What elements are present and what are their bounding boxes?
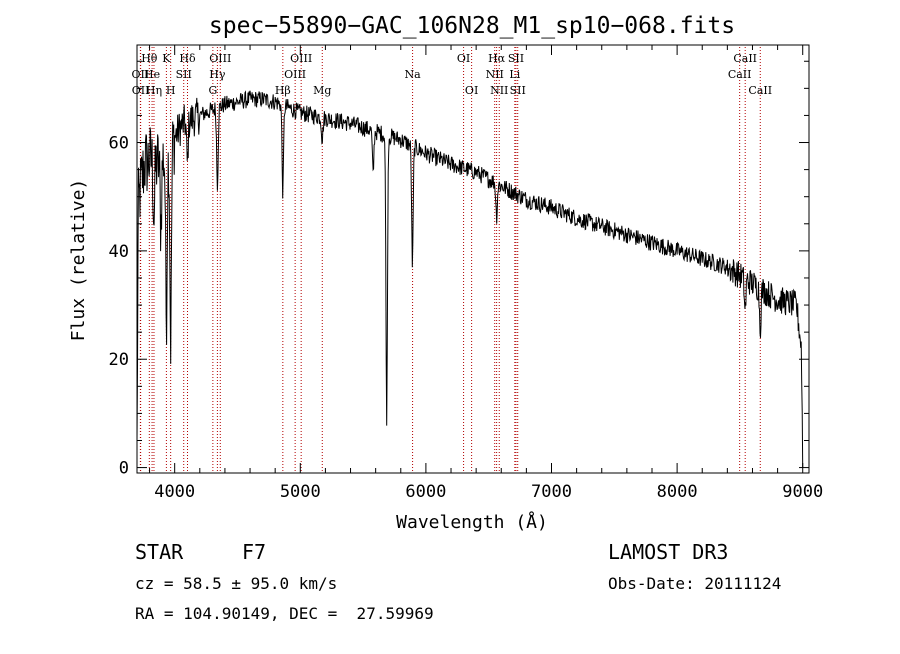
y-tick-label: 60	[109, 134, 129, 154]
line-label: Hθ	[141, 52, 158, 65]
line-label: Li	[509, 68, 520, 81]
y-tick-label: 20	[109, 350, 129, 370]
line-label: Hγ	[209, 68, 226, 81]
x-tick-label: 5000	[280, 482, 321, 502]
axis-ticks	[137, 45, 809, 473]
line-label: OII	[132, 68, 150, 81]
line-label: CaII	[728, 68, 752, 81]
line-label: OIII	[209, 52, 231, 65]
line-label: OI	[457, 52, 470, 65]
line-label: Mg	[313, 84, 331, 97]
line-label: OII	[132, 84, 150, 97]
line-label: Hα	[488, 52, 506, 65]
line-markers	[139, 47, 761, 473]
chart-title: spec−55890−GAC_106N28_M1_sp10−068.fits	[209, 13, 735, 39]
axis-tick-labels: 4000 5000 6000 7000 8000 9000 0 20 40 60	[109, 134, 824, 502]
x-tick-label: 6000	[405, 482, 446, 502]
line-label: CaII	[733, 52, 757, 65]
y-axis-label: Flux (relative)	[68, 179, 89, 342]
y-tick-label: 0	[119, 459, 129, 479]
object-class: STAR	[135, 540, 184, 564]
line-label: OI	[465, 84, 478, 97]
plot-frame	[136, 44, 810, 474]
coordinates-text: RA = 104.90149, DEC = 27.59969	[135, 604, 434, 623]
line-label: SII	[508, 52, 524, 65]
line-label: NII	[486, 68, 504, 81]
x-tick-label: 7000	[531, 482, 572, 502]
line-label: OIII	[284, 68, 306, 81]
x-tick-label: 9000	[782, 482, 823, 502]
line-label: OIII	[290, 52, 312, 65]
survey-label: LAMOST DR3	[608, 540, 729, 564]
line-label: H	[166, 84, 176, 97]
line-label: Hδ	[179, 52, 196, 65]
line-label: G	[208, 84, 217, 97]
line-label: SII	[510, 84, 526, 97]
x-tick-label: 4000	[154, 482, 195, 502]
redshift-text: cz = 58.5 ± 95.0 km/s	[135, 574, 338, 593]
y-tick-label: 40	[109, 242, 129, 262]
line-label: He	[144, 68, 160, 81]
line-label: NII	[490, 84, 508, 97]
spectrum-line	[136, 90, 804, 468]
obs-date-text: Obs-Date: 20111124	[608, 574, 782, 593]
x-axis-label: Wavelength (Å)	[396, 511, 548, 533]
line-label: Na	[404, 68, 421, 81]
x-tick-label: 8000	[657, 482, 698, 502]
line-label: CaII	[748, 84, 772, 97]
line-label: K	[162, 52, 171, 65]
line-label: SII	[176, 68, 192, 81]
line-label: Hη	[146, 84, 162, 97]
line-label: Hβ	[275, 84, 291, 97]
object-subclass: F7	[242, 540, 267, 564]
